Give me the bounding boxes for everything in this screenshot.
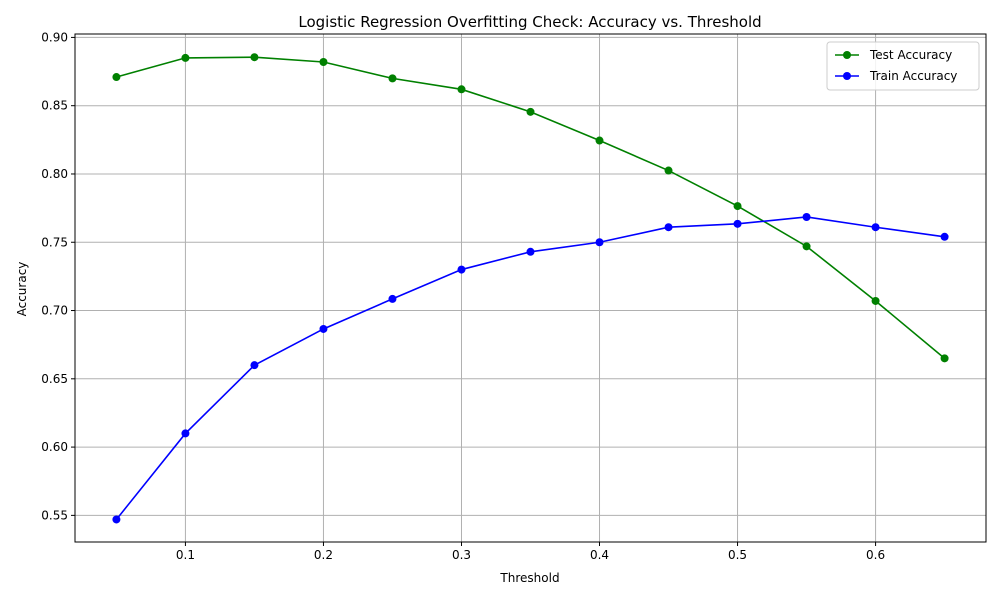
x-tick-label: 0.3 [452, 548, 471, 562]
legend-test-accuracy-label: Test Accuracy [869, 48, 952, 62]
x-tick-label: 0.4 [590, 548, 609, 562]
y-tick-label: 0.60 [41, 440, 68, 454]
axis-ticks: 0.1 0.2 0.3 0.4 0.5 0.6 0.55 0.60 0.65 0.70 0.75 0.… [41, 30, 885, 562]
legend-test-accuracy-marker [843, 51, 851, 59]
test-accuracy-point [457, 85, 466, 94]
x-tick-label: 0.2 [314, 548, 333, 562]
plot-frame [74, 33, 987, 543]
test-accuracy-point [319, 57, 328, 66]
grid-lines [75, 34, 986, 542]
test-accuracy-point [526, 107, 535, 116]
train-accuracy-point [181, 429, 190, 438]
train-accuracy-point [940, 232, 949, 241]
train-accuracy-point [871, 223, 880, 232]
test-accuracy-point [940, 354, 949, 363]
x-tick-label: 0.5 [728, 548, 747, 562]
train-accuracy-point [733, 219, 742, 228]
train-accuracy-point [388, 294, 397, 303]
y-tick-label: 0.65 [41, 372, 68, 386]
y-tick-label: 0.85 [41, 99, 68, 113]
train-accuracy-point [526, 247, 535, 256]
legend-box [826, 41, 980, 91]
test-accuracy-point [112, 73, 121, 82]
y-axis-label: Accuracy [15, 262, 29, 317]
y-tick-label: 0.70 [41, 304, 68, 318]
test-accuracy-point [871, 296, 880, 305]
legend-train-accuracy-label: Train Accuracy [869, 69, 957, 83]
series-layer [112, 53, 949, 524]
train-accuracy-point [802, 212, 811, 221]
y-tick-label: 0.80 [41, 167, 68, 181]
x-tick-label: 0.6 [866, 548, 885, 562]
train-accuracy-point [250, 361, 259, 370]
train-accuracy-point [319, 324, 328, 333]
x-axis-label: Threshold [499, 571, 559, 585]
x-tick-label: 0.1 [176, 548, 195, 562]
test-accuracy-point [664, 166, 673, 175]
y-tick-label: 0.75 [41, 235, 68, 249]
test-accuracy-point [595, 136, 604, 145]
test-accuracy-point [802, 242, 811, 251]
train-accuracy-point [112, 515, 121, 524]
test-accuracy-point [733, 202, 742, 211]
train-accuracy-point [457, 265, 466, 274]
legend: Test Accuracy Train Accuracy [826, 41, 980, 91]
chart-title: Logistic Regression Overfitting Check: A… [298, 13, 761, 31]
test-accuracy-point [181, 53, 190, 62]
legend-train-accuracy-marker [843, 72, 851, 80]
y-tick-label: 0.90 [41, 30, 68, 44]
test-accuracy-point [388, 74, 397, 83]
train-accuracy-point [664, 223, 673, 232]
train-accuracy-point [595, 238, 604, 247]
y-tick-label: 0.55 [41, 508, 68, 522]
test-accuracy-point [250, 53, 259, 62]
